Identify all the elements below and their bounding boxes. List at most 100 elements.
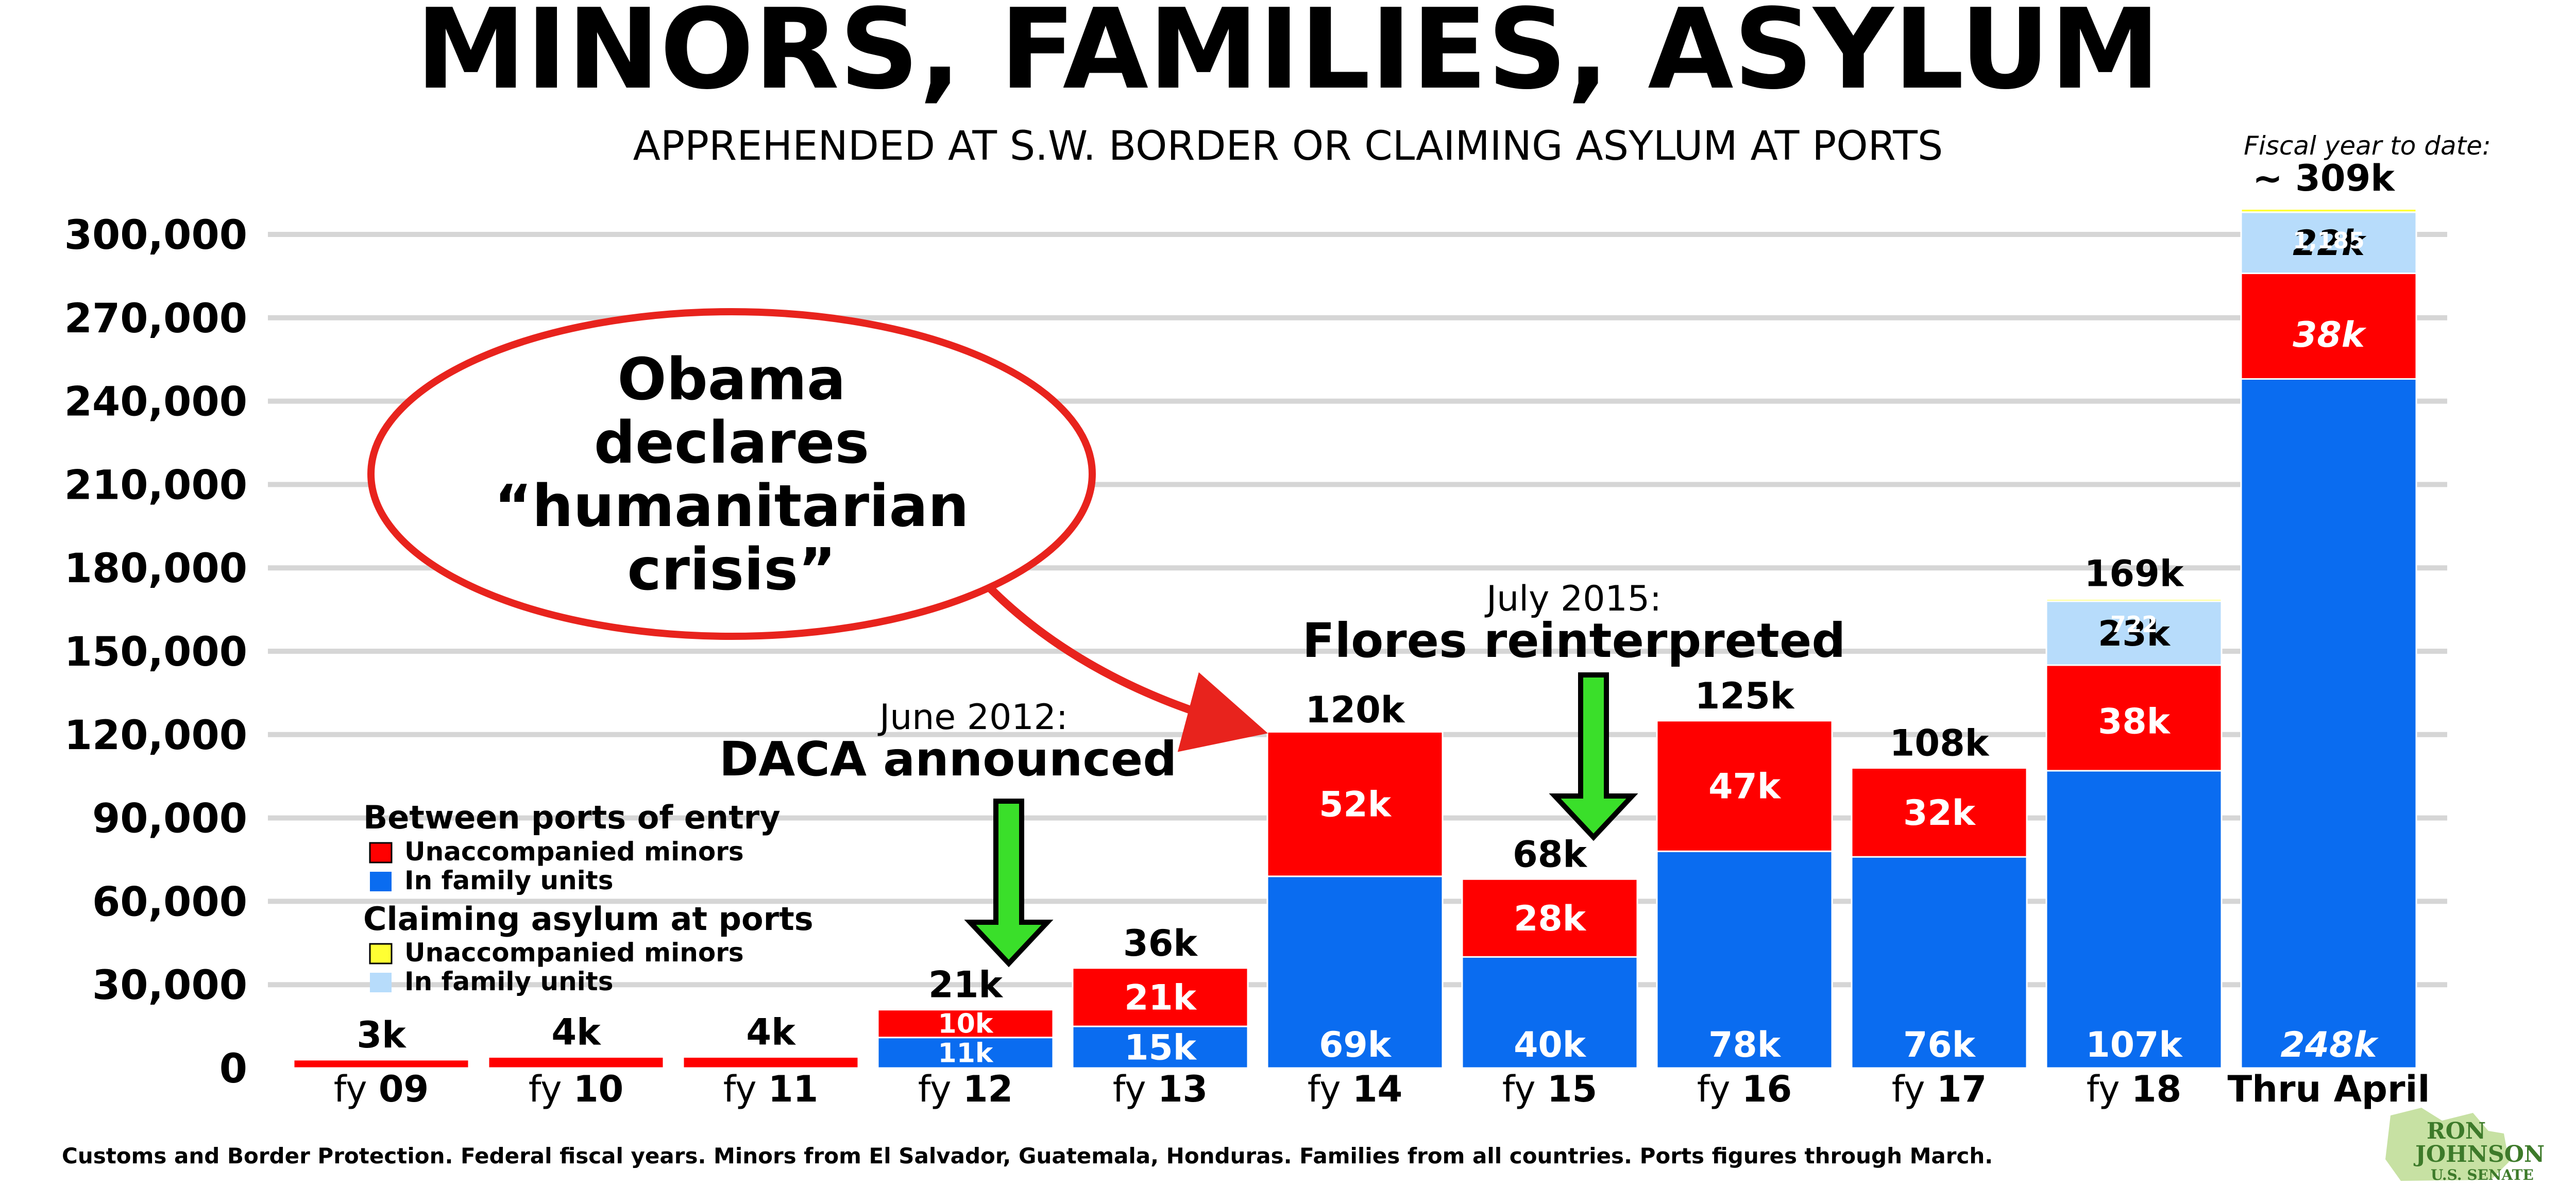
flores-event: Flores reinterpreted (1302, 613, 1846, 668)
bar-between-families (877, 1037, 1054, 1069)
segment-label: 40k (1514, 1025, 1587, 1065)
legend-swatch-between-families (370, 872, 392, 891)
flores-annotation: July 2015: Flores reinterpreted (1302, 579, 1846, 841)
daca-annotation: June 2012: DACA announced (719, 697, 1177, 968)
total-label: ~ 309k (2252, 157, 2395, 199)
bar-between-minors (1656, 720, 1833, 852)
legend-swatch-ports-minors (369, 943, 393, 964)
segment-label: 78k (1708, 1025, 1782, 1065)
legend-label-ports-families: In family units (404, 967, 613, 996)
y-tick-label: 90,000 (92, 796, 247, 842)
x-tick-label: fy 18 (2087, 1068, 2182, 1110)
x-tick-prefix: fy (1892, 1068, 1937, 1110)
bar-between-minors (2045, 664, 2223, 772)
bar-between-families (1461, 956, 1638, 1069)
total-label: 3k (357, 1014, 406, 1056)
bar-between-families (1656, 850, 1833, 1069)
callout-bubble: Obama declares “humanitarian crisis” (367, 308, 1268, 752)
legend-swatch-between-minors (369, 842, 393, 864)
segment-label: 22k (2293, 223, 2367, 264)
total-label: 4k (746, 1011, 796, 1053)
chart-title: MINORS, FAMILIES, ASYLUM (416, 0, 2160, 114)
total-label: 125k (1695, 675, 1795, 717)
x-tick-prefix: fy (1308, 1068, 1352, 1110)
y-tick-label: 0 (219, 1046, 247, 1092)
x-tick-prefix: fy (334, 1068, 379, 1110)
x-tick-label: fy 12 (918, 1068, 1013, 1110)
total-label: 21k (928, 964, 1003, 1006)
bar-ports-families (2045, 600, 2223, 666)
bar-between-minors (877, 1009, 1054, 1039)
total-label: 108k (1890, 722, 1990, 765)
bar-between-families (1266, 875, 1444, 1069)
segment-label: 10k (938, 1009, 994, 1040)
x-tick-label: fy 15 (1502, 1068, 1598, 1110)
x-tick-value: Thru April (2227, 1068, 2430, 1110)
y-axis: 0 30,000 60,000 90,000 120,000 150,000 180,000… (64, 212, 247, 1092)
callout-line-3: “humanitarian (494, 473, 969, 540)
bar-between-families (1072, 1025, 1249, 1069)
bar-between-families (1851, 856, 2028, 1069)
x-tick-value: 15 (1547, 1068, 1597, 1110)
wisconsin-shape-icon (2385, 1108, 2509, 1181)
callout-line-4: crisis” (627, 536, 836, 603)
x-tick-value: 09 (379, 1068, 429, 1110)
segment-label: 1,185 (2293, 228, 2364, 254)
source-note: Customs and Border Protection. Federal f… (62, 1143, 1993, 1169)
legend-label-ports-minors: Unaccompanied minors (404, 938, 744, 968)
x-tick-value: 11 (768, 1068, 818, 1110)
y-tick-label: 210,000 (64, 462, 247, 509)
segment-label: 38k (2293, 315, 2367, 356)
x-tick-prefix: fy (1502, 1068, 1547, 1110)
legend-heading-between: Between ports of entry (363, 799, 781, 836)
bar-ports-minors (2240, 208, 2417, 213)
x-tick-label: fy 13 (1113, 1068, 1208, 1110)
callout-line-1: Obama (617, 346, 845, 413)
segment-label: 38k (2098, 701, 2171, 742)
segment-label: 28k (1514, 899, 1587, 939)
flores-arrow (1549, 672, 1638, 841)
bar-between-minors (293, 1059, 470, 1069)
bar-between-minors (1461, 878, 1638, 958)
segment-label: 15k (1124, 1028, 1197, 1069)
chart-subtitle: APPREHENDED AT S.W. BORDER OR CLAIMING A… (633, 123, 1943, 170)
segment-label: 47k (1708, 767, 1782, 807)
segment-label: 107k (2086, 1025, 2183, 1065)
x-tick-value: 18 (2131, 1068, 2181, 1110)
x-tick-prefix: fy (1697, 1068, 1742, 1110)
y-tick-label: 30,000 (92, 962, 247, 1009)
fytd-label: Fiscal year to date: (2244, 131, 2491, 161)
y-tick-label: 150,000 (64, 629, 247, 675)
bar-between-minors (1266, 731, 1444, 877)
x-axis: fy 09 fy 10 fy 11 fy 12 fy 13 fy 14 fy 15 fy 16… (334, 1068, 2430, 1110)
bar-stacks (293, 208, 2417, 1069)
segment-label: 722 (2110, 612, 2158, 638)
daca-event: DACA announced (719, 732, 1177, 787)
bar-ports-minors (2045, 598, 2223, 602)
x-tick-prefix: fy (918, 1068, 963, 1110)
x-tick-value: 14 (1352, 1068, 1402, 1110)
total-label: 36k (1123, 922, 1198, 964)
x-tick-label: fy 16 (1697, 1068, 1792, 1110)
x-tick-prefix: fy (723, 1068, 768, 1110)
y-tick-label: 180,000 (64, 546, 247, 592)
bar-between-minors (487, 1056, 665, 1069)
x-tick-label: fy 14 (1308, 1068, 1403, 1110)
y-tick-label: 60,000 (92, 879, 247, 925)
callout-pointer (986, 584, 1268, 752)
legend-label-between-families: In family units (404, 866, 613, 895)
total-label: 4k (551, 1011, 601, 1053)
x-tick-label: fy 17 (1892, 1068, 1987, 1110)
bar-between-minors (1851, 767, 2028, 858)
logo-line-2: JOHNSON (2413, 1141, 2545, 1167)
legend: Between ports of entry Unaccompanied min… (363, 799, 814, 996)
x-tick-value: 10 (573, 1068, 623, 1110)
daca-arrow (964, 799, 1054, 968)
total-label: 169k (2084, 553, 2184, 595)
bar-between-families (2240, 378, 2417, 1069)
callout-ellipse (367, 308, 1096, 640)
callout-line-2: declares (594, 410, 869, 477)
x-tick-label: fy 10 (529, 1068, 624, 1110)
